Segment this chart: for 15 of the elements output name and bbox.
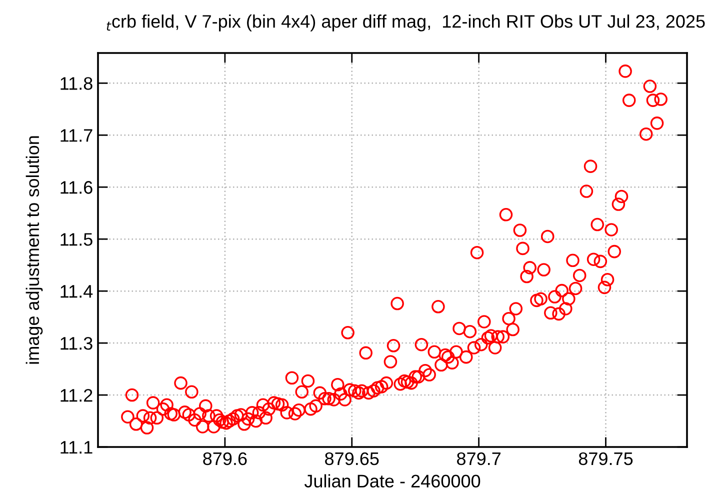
y-tick-label: 11.5 <box>60 233 92 246</box>
y-tick-label: 11.2 <box>60 388 92 402</box>
x-tick-label: 879.7 <box>457 452 501 466</box>
chart-title: $_{t}$crb field, V 7-pix (bin 4x4) aper diff mag, 12-inch RIT Obs UT Jul 23, 2025 <box>106 14 705 32</box>
x-tick-label: 879.65 <box>325 452 379 466</box>
y-tick-label: 11.6 <box>60 181 92 194</box>
x-axis-title: Julian Date - 2460000 <box>304 474 480 488</box>
y-tick-label: 11.1 <box>60 441 92 454</box>
y-tick-label: 11.3 <box>60 336 92 350</box>
y-tick-label: 11.7 <box>60 129 92 142</box>
y-axis-title: image adjustment to solution <box>26 136 43 364</box>
y-tick-label: 11.4 <box>60 285 93 298</box>
x-tick-label: 879.6 <box>203 452 247 466</box>
y-tick-label: 11.8 <box>60 77 92 90</box>
x-tick-label: 879.75 <box>578 452 633 466</box>
